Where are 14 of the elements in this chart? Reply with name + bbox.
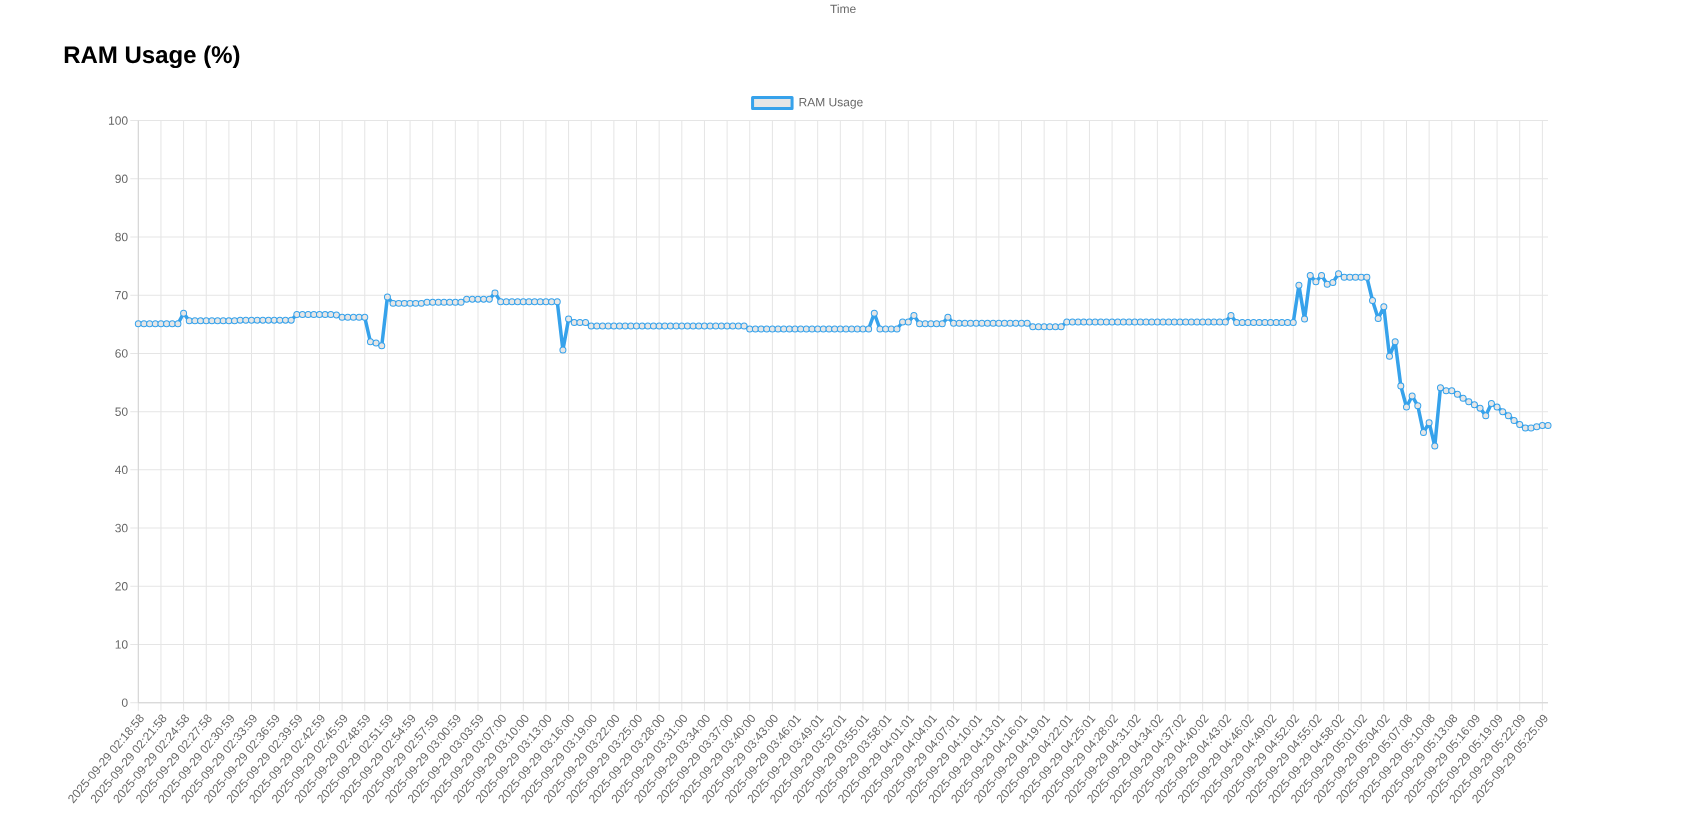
y-tick-label: 40 (115, 465, 128, 475)
y-tick-label: 0 (121, 698, 128, 707)
y-tick-label: 20 (115, 582, 128, 591)
y-tick-label: 80 (115, 232, 128, 242)
y-tick-label: 70 (115, 290, 128, 300)
text: Time (830, 4, 856, 14)
y-tick-label: 90 (115, 174, 128, 184)
y-tick-label: 10 (115, 640, 128, 649)
y-tick-label: 50 (115, 407, 128, 416)
y-tick-label: 30 (115, 523, 128, 533)
chart-title: RAM Usage (%) (64, 45, 240, 69)
legend-label: RAM Usage (799, 98, 863, 109)
y-tick-label: 60 (115, 349, 128, 358)
y-tick-label: 100 (108, 116, 128, 125)
